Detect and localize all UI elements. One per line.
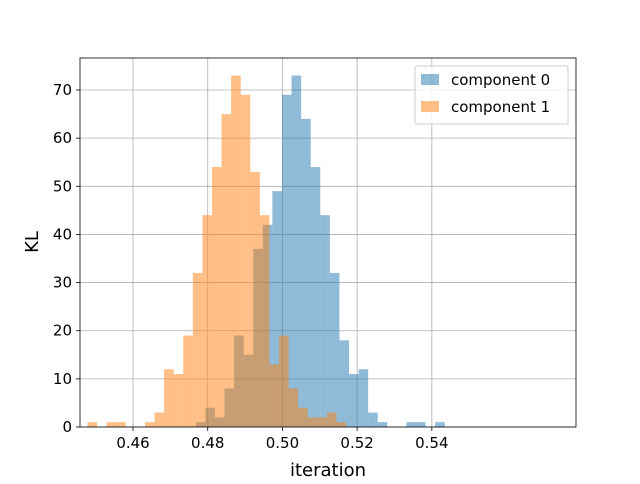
histogram-bar-component-0 — [320, 215, 330, 427]
histogram-bar-component-1 — [250, 171, 260, 427]
histogram-bar-component-0 — [339, 340, 350, 427]
histogram-bar-component-0 — [301, 118, 311, 427]
x-tick-label: 0.52 — [340, 434, 373, 452]
x-tick-label: 0.54 — [415, 434, 448, 452]
histogram-bar-component-0 — [406, 422, 417, 427]
y-tick-label: 70 — [53, 81, 72, 99]
histogram-bar-component-1 — [192, 272, 203, 427]
legend-box — [414, 65, 569, 125]
histogram-bar-component-1 — [240, 94, 251, 427]
histogram-bar-component-0 — [310, 167, 321, 428]
histogram-bar-component-0 — [435, 422, 445, 427]
legend-swatch-component-1 — [421, 101, 439, 112]
histogram-bar-component-1 — [211, 167, 222, 428]
x-axis-ticks: 0.46 0.48 0.50 0.52 0.54 — [116, 427, 449, 452]
x-tick-label: 0.48 — [191, 434, 224, 452]
histogram-bar-component-1 — [144, 422, 155, 427]
histogram-bar-component-0 — [368, 412, 378, 427]
y-tick-label: 10 — [53, 370, 72, 388]
histogram-bar-component-0 — [272, 191, 282, 427]
histogram-bar-component-1 — [164, 369, 174, 427]
histogram-bar-component-0 — [377, 422, 388, 427]
histogram-bar-component-0 — [291, 75, 302, 428]
histogram-bar-component-1 — [116, 422, 126, 427]
histogram-bar-component-0 — [329, 272, 340, 427]
histogram-bar-component-1 — [183, 335, 193, 427]
legend-label-component-0: component 0 — [451, 71, 550, 89]
histogram-bar-component-1 — [317, 417, 327, 427]
histogram-bar-component-0 — [358, 369, 369, 427]
x-tick-label: 0.50 — [266, 434, 299, 452]
legend-label-component-1: component 1 — [451, 98, 550, 116]
y-axis-ticks: 0 10 20 30 40 50 60 70 — [53, 81, 80, 436]
histogram-bars — [87, 75, 445, 428]
histogram-bar-component-1 — [307, 417, 318, 427]
y-tick-label: 50 — [53, 177, 72, 195]
histogram-bar-component-1 — [231, 75, 241, 428]
legend: component 0 component 1 — [414, 65, 569, 125]
histogram-bar-component-1 — [326, 412, 337, 427]
histogram-bar-component-1 — [106, 422, 117, 427]
histogram-bar-component-1 — [269, 364, 279, 427]
histogram-bar-component-1 — [278, 335, 289, 427]
histogram-bar-component-1 — [298, 407, 308, 427]
histogram-bar-component-0 — [416, 422, 426, 427]
histogram-bar-component-1 — [259, 215, 270, 427]
histogram-bar-component-1 — [288, 388, 299, 427]
x-tick-label: 0.46 — [116, 434, 149, 452]
histogram-bar-component-1 — [173, 374, 184, 427]
y-tick-label: 30 — [53, 274, 72, 292]
y-tick-label: 40 — [53, 225, 72, 243]
histogram-bar-component-0 — [349, 374, 359, 427]
y-tick-label: 20 — [53, 322, 72, 340]
legend-swatch-component-0 — [421, 74, 439, 85]
histogram-bar-component-1 — [87, 422, 98, 427]
histogram-bar-component-1 — [221, 114, 232, 427]
histogram-bar-component-1 — [202, 215, 212, 427]
y-tick-label: 60 — [53, 129, 72, 147]
histogram-bar-component-1 — [336, 422, 347, 427]
histogram-bar-component-1 — [154, 412, 165, 427]
plot-frame — [79, 57, 577, 428]
histogram-bar-component-0 — [281, 94, 292, 427]
x-axis-label: iteration — [290, 460, 366, 480]
y-axis-label: KL — [22, 231, 43, 253]
y-tick-label: 0 — [62, 418, 72, 436]
